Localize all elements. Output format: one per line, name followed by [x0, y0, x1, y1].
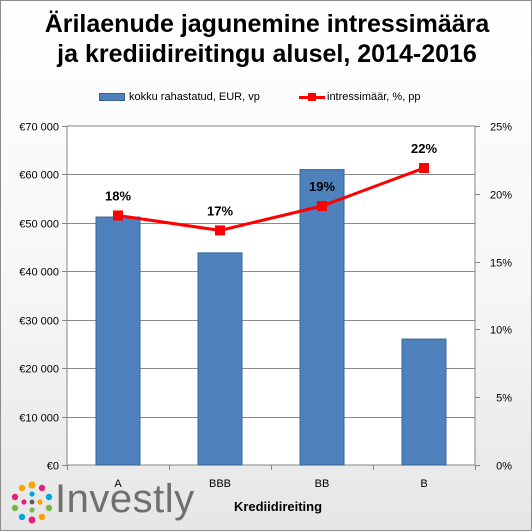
legend-swatch-bar: [99, 93, 125, 102]
left-axis-tick-label: €10 000: [19, 413, 59, 425]
line-marker: [317, 201, 327, 212]
right-axis-tick-label: 0%: [496, 461, 512, 473]
right-axis-tick-label: 15%: [490, 258, 512, 270]
chart-legend: kokku rahastatud, EUR, vp intressimäär, …: [1, 89, 532, 105]
x-axis-category-label: B: [420, 478, 427, 490]
data-label: 18%: [105, 188, 131, 203]
chart-title: Ärilaenude jagunemine intressimäära ja k…: [1, 9, 532, 69]
left-axis-tick-label: €50 000: [19, 219, 59, 231]
legend-item-line: intressimäär, %, pp: [299, 89, 421, 105]
data-label: 19%: [309, 179, 335, 194]
legend-label-bar: kokku rahastatud, EUR, vp: [129, 91, 260, 103]
right-axis-tick-label: 20%: [490, 190, 512, 202]
x-axis-category-label: BB: [315, 478, 330, 490]
left-axis-tick-label: €60 000: [19, 170, 59, 182]
left-axis-tick-label: €30 000: [19, 316, 59, 328]
line-marker: [215, 225, 225, 236]
bar: [299, 169, 345, 466]
data-label: 17%: [207, 203, 233, 218]
right-axis-tick-label: 5%: [496, 393, 512, 405]
right-axis-tick-label: 25%: [490, 122, 512, 134]
x-axis-category-label: BBB: [209, 478, 231, 490]
line-marker: [113, 210, 123, 221]
chart-title-line-1: Ärilaenude jagunemine intressimäära: [44, 10, 490, 38]
right-axis-tick-label: 10%: [490, 325, 512, 337]
chart-title-line-2: ja krediidireitingu alusel, 2014-2016: [57, 40, 477, 68]
left-axis-tick-label: €20 000: [19, 364, 59, 376]
left-axis-tick-label: €70 000: [19, 122, 59, 134]
legend-swatch-line: [299, 92, 325, 102]
left-axis-tick-label: €40 000: [19, 267, 59, 279]
bar: [95, 216, 141, 466]
investly-logo-mark-icon: [11, 481, 53, 524]
line-series: [117, 166, 425, 232]
x-axis-category-label: A: [114, 478, 122, 490]
left-axis-tick-label: €0: [47, 461, 59, 473]
bar: [401, 338, 447, 466]
line-marker: [419, 163, 429, 174]
investly-logo-text: Investly: [55, 477, 195, 521]
legend-label-line: intressimäär, %, pp: [327, 91, 421, 103]
x-axis-title: Krediidireiting: [234, 499, 322, 514]
legend-item-bar: kokku rahastatud, EUR, vp: [99, 89, 260, 105]
data-label: 22%: [411, 141, 437, 156]
bar: [197, 252, 243, 466]
